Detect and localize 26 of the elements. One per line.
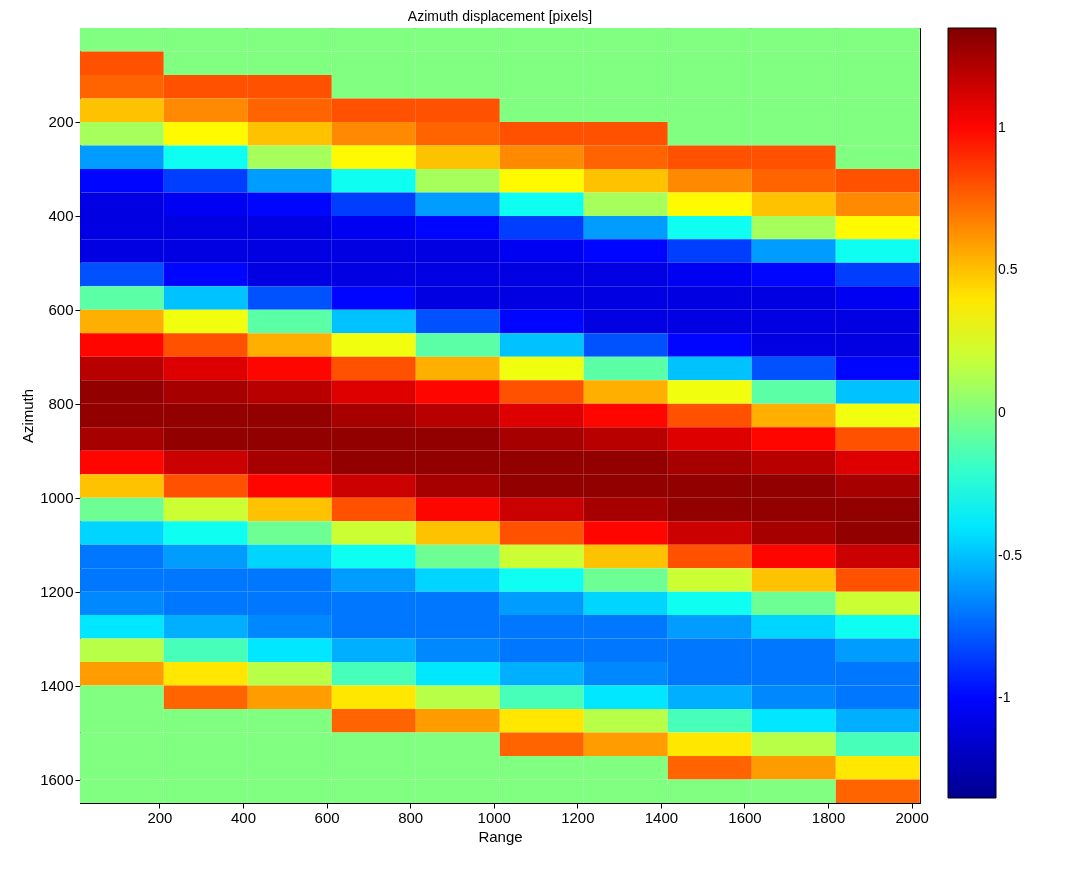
x-tick-label: 1000: [477, 808, 511, 826]
y-tick-label: 1000: [40, 489, 74, 507]
y-tick-label: 800: [48, 395, 74, 413]
y-tick-label: 400: [48, 207, 74, 225]
x-tick-label: 1400: [644, 808, 679, 826]
color-bar-label: 1: [998, 118, 1006, 135]
color-bar-label: 0.5: [998, 261, 1018, 278]
x-tick-label: 600: [314, 808, 340, 826]
x-tick-label: 1600: [728, 808, 762, 826]
color-bar-label: 0: [998, 404, 1006, 420]
y-tick-label: 1400: [40, 677, 74, 695]
x-tick-label: 1800: [811, 808, 846, 826]
y-tick-label: 600: [48, 301, 74, 319]
y-tick-label: 1600: [40, 771, 74, 789]
x-tick-label: 200: [147, 808, 173, 826]
x-tick-label: 1200: [561, 808, 595, 826]
color-bar-label: -0.5: [998, 546, 1023, 563]
y-axis-title: Azimuth: [19, 388, 37, 444]
x-tick-label: 2000: [895, 808, 929, 826]
y-tick-label: 200: [48, 113, 74, 131]
x-axis-title: Range: [478, 827, 523, 845]
x-tick-label: 400: [230, 808, 256, 826]
chart-title: Azimuth displacement [pixels]: [407, 8, 593, 24]
x-tick-label: 800: [398, 808, 424, 826]
y-tick-label: 1200: [40, 583, 74, 601]
color-bar-label: -1: [998, 689, 1011, 706]
